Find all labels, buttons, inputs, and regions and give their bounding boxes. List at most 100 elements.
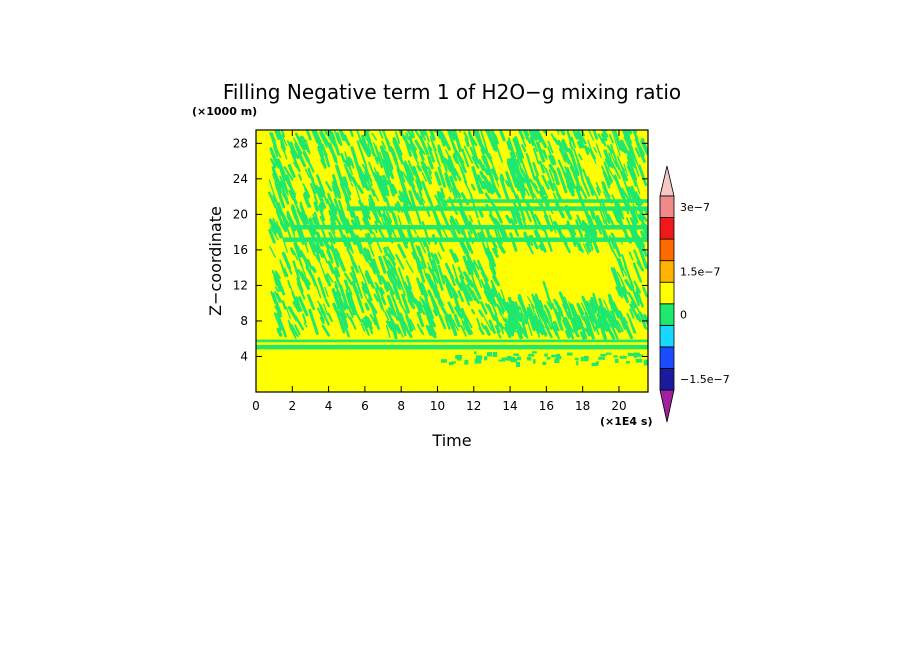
- field-patch: [440, 359, 447, 363]
- field-streak: [576, 140, 583, 149]
- field-streak: [529, 136, 535, 146]
- field-streak: [466, 260, 474, 276]
- field-streak: [573, 132, 579, 140]
- field-streak: [319, 130, 326, 142]
- field-streak: [460, 324, 467, 337]
- field-streak: [309, 183, 316, 196]
- field-streak: [595, 143, 602, 159]
- field-streak: [599, 210, 606, 224]
- field-streak: [425, 308, 437, 328]
- field-streak: [416, 277, 424, 296]
- colorbar-segment: [659, 260, 675, 283]
- field-streak: [476, 259, 485, 273]
- field-streak: [434, 171, 442, 186]
- field-streak: [539, 160, 546, 174]
- field-streak: [297, 269, 306, 282]
- field-streak: [574, 185, 586, 208]
- field-streak: [305, 214, 310, 225]
- field-streak: [635, 288, 644, 308]
- field-streak: [401, 293, 410, 314]
- colorbar-tick-label: −1.5e−7: [680, 373, 730, 386]
- field-streak: [427, 289, 439, 310]
- x-tick-label: 8: [397, 399, 405, 413]
- y-tick-label: 4: [240, 349, 248, 363]
- field-streak: [328, 142, 337, 163]
- field-streak: [335, 164, 345, 186]
- field-streak: [521, 176, 527, 184]
- field-patch: [516, 356, 522, 361]
- field-streak: [388, 310, 398, 335]
- field-streak: [347, 286, 353, 296]
- field-streak: [289, 325, 297, 340]
- colorbar-tick-label: 3e−7: [680, 201, 710, 214]
- field-patch: [486, 352, 492, 357]
- field-streak: [575, 219, 585, 242]
- field-streak: [437, 251, 442, 260]
- field-streak: [643, 314, 648, 325]
- field-streak: [375, 179, 388, 202]
- field-streak: [270, 158, 277, 169]
- field-streak: [296, 277, 304, 293]
- field-streak: [363, 175, 369, 183]
- field-streak: [624, 278, 634, 291]
- field-streak: [271, 292, 282, 316]
- field-streak: [505, 171, 515, 193]
- field-streak: [364, 302, 370, 311]
- field-streak: [415, 244, 421, 257]
- field-streak: [313, 195, 318, 204]
- field-streak: [603, 161, 613, 184]
- field-streak: [577, 303, 584, 316]
- field-streak: [631, 287, 640, 306]
- field-streak: [423, 130, 430, 143]
- field-streak: [517, 326, 524, 339]
- field-streak: [623, 163, 629, 177]
- field-streak: [416, 311, 425, 328]
- field-streak: [538, 244, 544, 251]
- field-streak: [292, 301, 301, 313]
- field-streak: [392, 275, 402, 291]
- field-streak: [640, 230, 647, 241]
- field-streak: [275, 207, 281, 220]
- field-streak: [481, 241, 488, 256]
- field-streak: [397, 195, 403, 203]
- field-streak: [510, 326, 515, 334]
- field-streak: [637, 164, 648, 187]
- field-streak: [312, 213, 320, 228]
- field-streak: [642, 286, 648, 298]
- field-streak: [610, 323, 619, 340]
- field-streak: [538, 190, 546, 202]
- field-streak: [541, 185, 549, 199]
- y-tick-label: 12: [233, 278, 248, 292]
- field-streak: [613, 174, 625, 199]
- field-streak: [605, 130, 608, 132]
- field-streak: [379, 291, 387, 306]
- field-streak: [403, 135, 413, 157]
- field-streak: [334, 281, 339, 289]
- field-streak: [276, 184, 282, 194]
- field-streak: [439, 241, 445, 252]
- field-streak: [327, 196, 338, 212]
- field-streak: [470, 183, 476, 191]
- field-streak: [529, 188, 534, 195]
- field-streak: [637, 214, 642, 221]
- field-streak: [456, 302, 466, 331]
- field-streak: [308, 268, 317, 287]
- field-streak: [413, 153, 419, 165]
- field-streak: [340, 153, 346, 163]
- field-streak: [583, 315, 593, 338]
- field-band: [292, 225, 648, 230]
- chart-title: Filling Negative term 1 of H2O−g mixing …: [223, 80, 681, 104]
- field-streak: [386, 246, 396, 261]
- field-streak: [385, 151, 394, 170]
- field-streak: [601, 137, 607, 147]
- field-streak: [605, 156, 615, 169]
- field-streak: [558, 130, 561, 132]
- colorbar-segment: [659, 368, 675, 391]
- field-streak: [595, 187, 601, 196]
- field-streak: [432, 277, 438, 289]
- field-streak: [574, 316, 582, 330]
- field-streak: [296, 282, 306, 300]
- field-streak: [323, 194, 328, 205]
- field-streak: [465, 283, 477, 301]
- field-streak: [481, 155, 487, 166]
